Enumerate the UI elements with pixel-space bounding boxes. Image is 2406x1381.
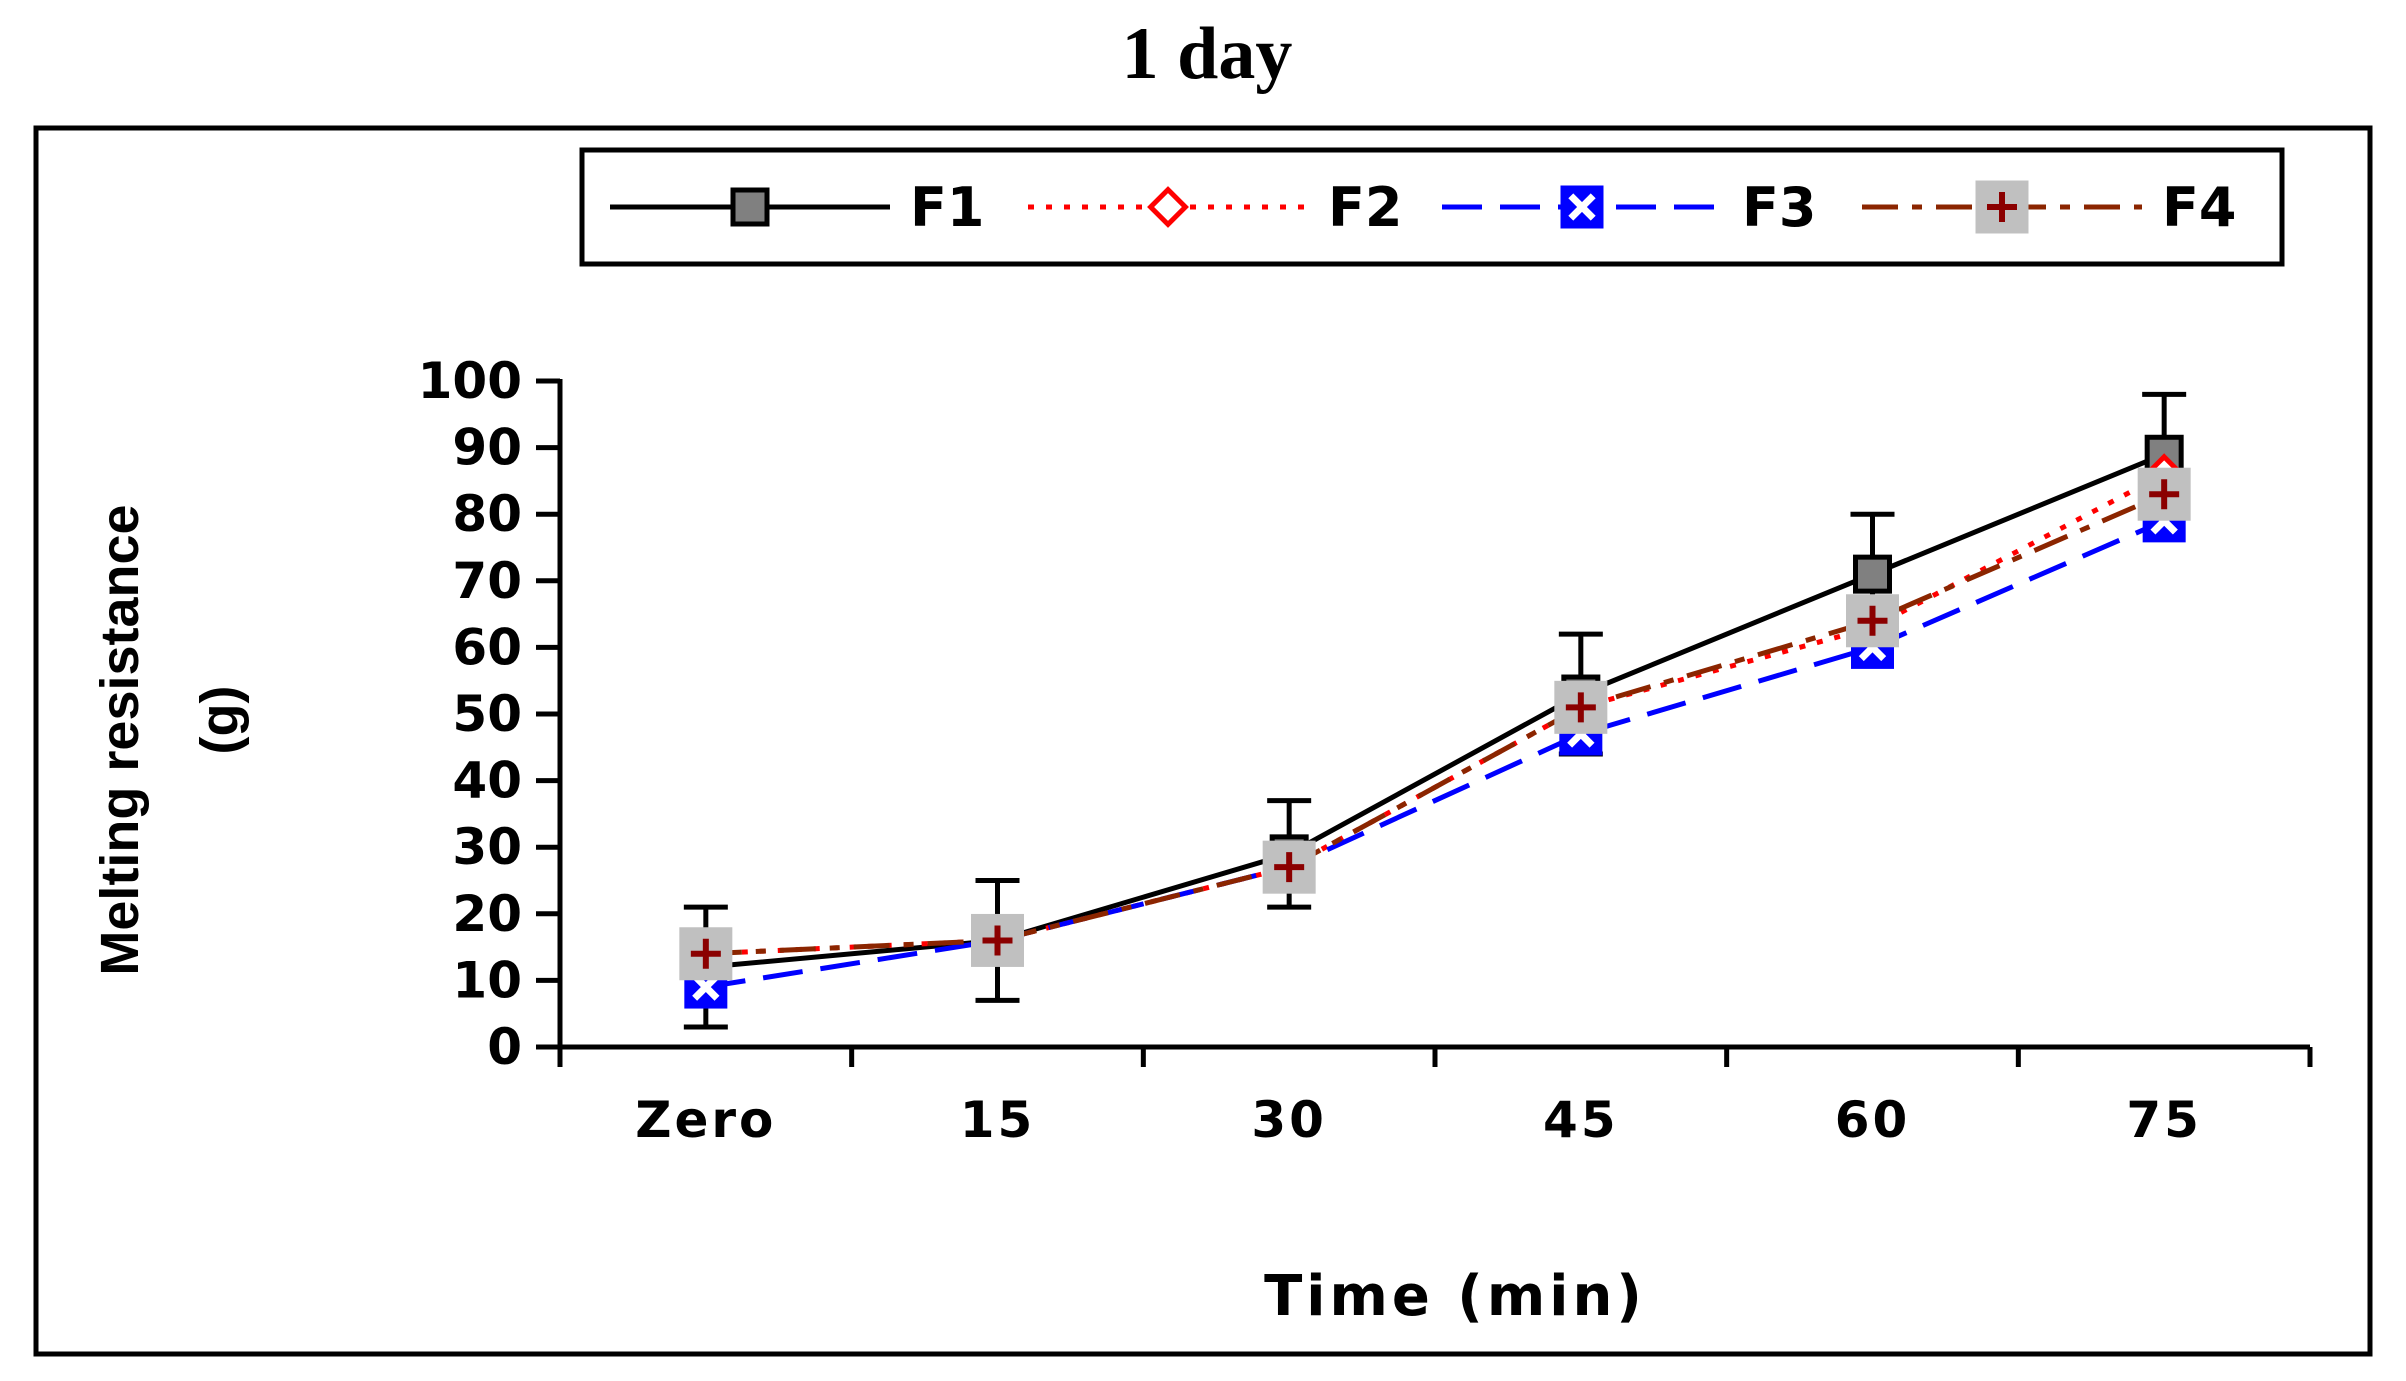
data-point bbox=[971, 913, 1024, 967]
x-tick-label: 45 bbox=[1543, 1091, 1619, 1149]
y-tick-label: 70 bbox=[452, 552, 522, 610]
series-f4 bbox=[679, 467, 2191, 981]
x-tick-label: 60 bbox=[1835, 1091, 1911, 1149]
series-line bbox=[705, 451, 2166, 970]
series-f3 bbox=[684, 499, 2186, 1009]
axes: 0 10 20 30 40 50 60 70 80 90 100 Zero 15 30 45 60 75 bbox=[418, 352, 2313, 1149]
y-tick-label: 40 bbox=[452, 752, 522, 810]
data-point bbox=[679, 927, 733, 981]
legend-marker bbox=[1560, 185, 1604, 229]
legend-entry-f1: F1 bbox=[610, 176, 984, 239]
series-f1 bbox=[683, 391, 2187, 1030]
data-point bbox=[2137, 467, 2191, 521]
y-tick-label: 30 bbox=[452, 818, 522, 876]
legend-marker bbox=[1975, 180, 2029, 234]
legend-entry-f3: F3 bbox=[1442, 176, 1816, 239]
y-tick-label: 100 bbox=[418, 352, 522, 410]
x-tick-label: 75 bbox=[2126, 1091, 2202, 1149]
series-line bbox=[705, 491, 2166, 957]
y-tick-label: 90 bbox=[452, 419, 522, 477]
chart-title: 1 day bbox=[1122, 13, 1293, 95]
series-line bbox=[705, 518, 2166, 990]
data-point bbox=[1554, 680, 1608, 734]
y-tick-label: 80 bbox=[452, 485, 522, 543]
legend-marker bbox=[1147, 186, 1189, 228]
y-tick-label: 50 bbox=[452, 685, 522, 743]
data-point bbox=[1853, 554, 1892, 594]
legend-label: F2 bbox=[1328, 176, 1402, 239]
x-tick-label: 15 bbox=[960, 1091, 1036, 1149]
x-axis-label: Time (min) bbox=[1264, 1264, 1646, 1329]
x-tick-label: Zero bbox=[635, 1091, 776, 1149]
x-tick-label: 30 bbox=[1251, 1091, 1327, 1149]
y-axis-label-line2: (g) bbox=[190, 686, 250, 755]
legend-label: F3 bbox=[1742, 176, 1816, 239]
data-point bbox=[1262, 840, 1316, 894]
legend-label: F1 bbox=[910, 176, 984, 239]
legend-label: F4 bbox=[2162, 176, 2236, 239]
y-axis-label-line1: Melting resistance bbox=[90, 504, 150, 975]
y-tick-label: 0 bbox=[487, 1018, 522, 1076]
data-point bbox=[1846, 594, 1899, 648]
y-tick-label: 10 bbox=[452, 951, 522, 1009]
series-layer bbox=[679, 391, 2191, 1030]
series-f2 bbox=[684, 453, 2186, 975]
y-tick-label: 20 bbox=[452, 885, 522, 943]
y-tick-label: 60 bbox=[452, 618, 522, 676]
legend-entry-f2: F2 bbox=[1028, 176, 1402, 239]
legend-entry-f4: F4 bbox=[1862, 176, 2236, 239]
plot-frame bbox=[33, 125, 2373, 1357]
legend: F1 F2 F3 F4 bbox=[610, 176, 2236, 239]
legend-marker bbox=[730, 187, 770, 227]
